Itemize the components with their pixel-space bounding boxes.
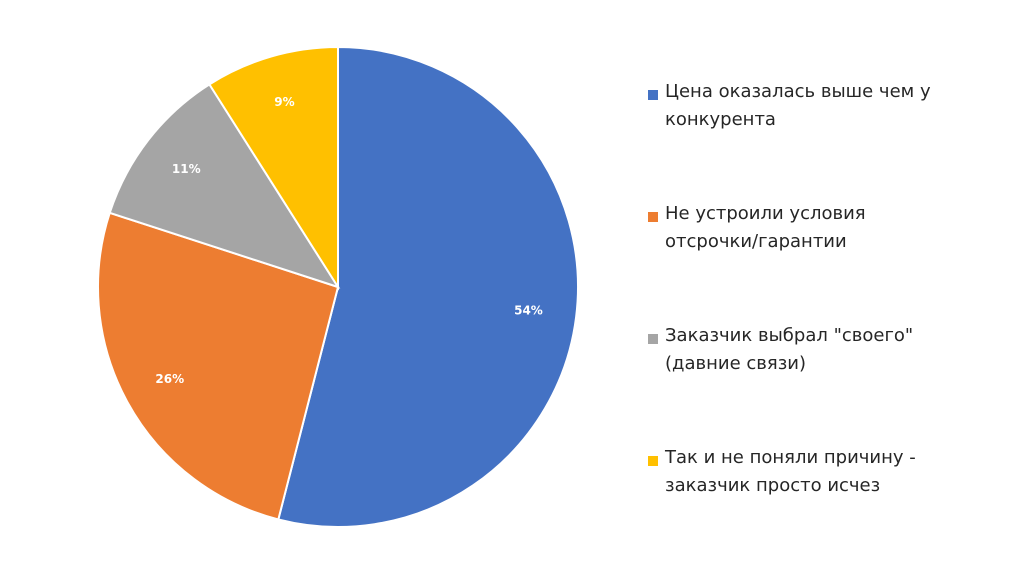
legend-item: Так и не поняли причину - заказчик прост… <box>648 444 1008 566</box>
legend-label: Цена оказалась выше чем у конкурента <box>665 81 931 130</box>
pie-slice-label: 54% <box>514 304 543 318</box>
pie-slices <box>97 45 579 528</box>
legend-swatch <box>648 334 658 344</box>
legend-item: Не устроили условия отсрочки/гарантии <box>648 200 1008 322</box>
chart-legend: Цена оказалась выше чем у конкурента Не … <box>648 78 1008 566</box>
legend-item: Цена оказалась выше чем у конкурента <box>648 78 1008 200</box>
pie-slice <box>208 45 339 291</box>
pie-slice-label: 26% <box>155 372 184 386</box>
legend-label: Так и не поняли причину - заказчик прост… <box>665 447 916 496</box>
pie-slice-label: 11% <box>172 162 201 176</box>
legend-item: Заказчик выбрал "своего" (давние связи) <box>648 322 1008 444</box>
legend-swatch <box>648 90 658 100</box>
legend-label: Не устроили условия отсрочки/гарантии <box>665 203 866 252</box>
pie-slice <box>108 82 341 289</box>
pie-slice <box>97 211 340 521</box>
pie-slice-label: 9% <box>274 95 294 109</box>
legend-swatch <box>648 456 658 466</box>
legend-swatch <box>648 212 658 222</box>
pie-slice <box>277 45 579 528</box>
pie-data-labels: 54% 26% 11% 9% <box>155 95 542 386</box>
legend-label: Заказчик выбрал "своего" (давние связи) <box>665 325 914 374</box>
